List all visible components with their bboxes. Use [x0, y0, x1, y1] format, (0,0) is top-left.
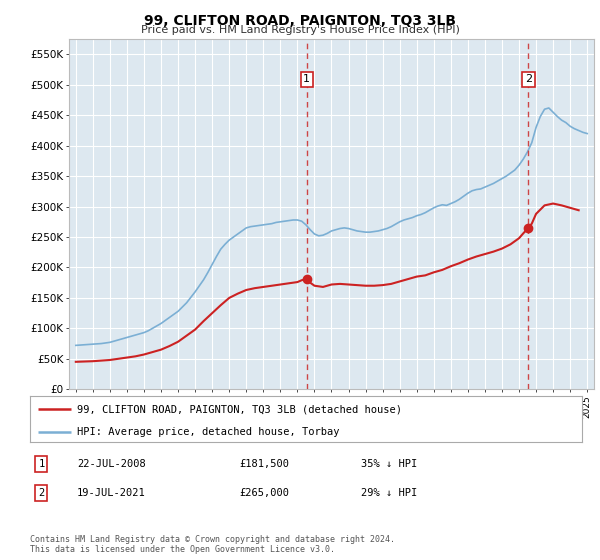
Text: £181,500: £181,500 [240, 459, 290, 469]
Text: HPI: Average price, detached house, Torbay: HPI: Average price, detached house, Torb… [77, 427, 340, 437]
Text: 29% ↓ HPI: 29% ↓ HPI [361, 488, 418, 498]
Text: Contains HM Land Registry data © Crown copyright and database right 2024.
This d: Contains HM Land Registry data © Crown c… [30, 535, 395, 554]
Text: 2: 2 [38, 488, 44, 498]
Text: 1: 1 [38, 459, 44, 469]
Text: 99, CLIFTON ROAD, PAIGNTON, TQ3 3LB: 99, CLIFTON ROAD, PAIGNTON, TQ3 3LB [144, 14, 456, 28]
Text: £265,000: £265,000 [240, 488, 290, 498]
Text: 19-JUL-2021: 19-JUL-2021 [77, 488, 146, 498]
Text: 22-JUL-2008: 22-JUL-2008 [77, 459, 146, 469]
Text: 2: 2 [525, 74, 532, 85]
Text: 99, CLIFTON ROAD, PAIGNTON, TQ3 3LB (detached house): 99, CLIFTON ROAD, PAIGNTON, TQ3 3LB (det… [77, 404, 402, 414]
Text: 35% ↓ HPI: 35% ↓ HPI [361, 459, 418, 469]
Text: 1: 1 [303, 74, 310, 85]
Text: Price paid vs. HM Land Registry's House Price Index (HPI): Price paid vs. HM Land Registry's House … [140, 25, 460, 35]
